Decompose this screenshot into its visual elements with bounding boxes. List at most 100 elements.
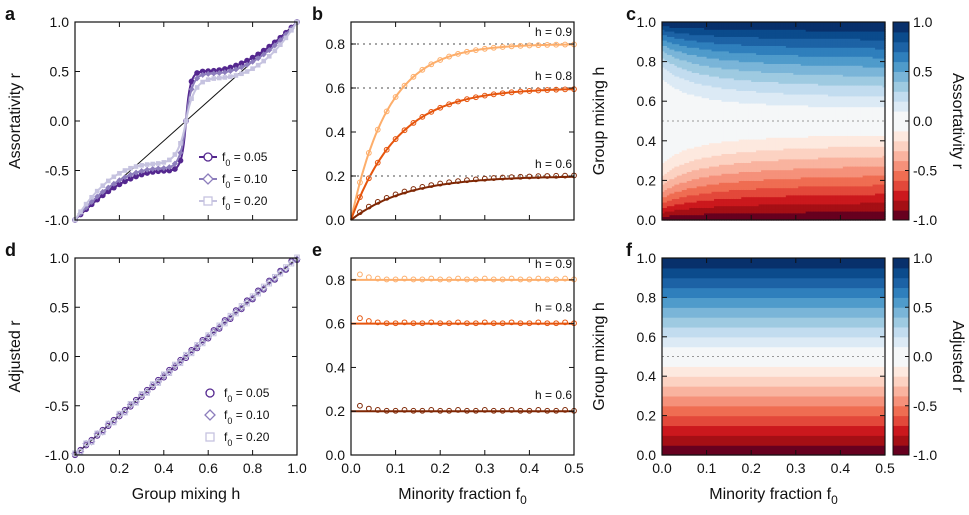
- heatmap-cell: [664, 115, 668, 118]
- heatmap-cell: [761, 169, 765, 172]
- heatmap-cell: [761, 101, 765, 104]
- heatmap-cell: [728, 211, 732, 214]
- heatmap-cell: [674, 180, 678, 183]
- heatmap-cell: [741, 52, 745, 55]
- heatmap-cell: [743, 182, 747, 185]
- heatmap-cell: [728, 171, 732, 174]
- heatmap-cell: [733, 155, 737, 158]
- heatmap-cell: [664, 149, 668, 153]
- heatmap-cell: [746, 148, 750, 151]
- heatmap-cell: [666, 86, 671, 90]
- heatmap-cell: [761, 139, 765, 142]
- heatmap-cell: [696, 194, 700, 198]
- heatmap-cell: [701, 67, 705, 70]
- heatmap-cell: [763, 92, 767, 95]
- heatmap-cell: [714, 148, 718, 151]
- heatmap-cell: [684, 76, 688, 79]
- heatmap-cell: [679, 110, 683, 113]
- heatmap-cell: [684, 149, 688, 153]
- heatmap-cell: [664, 137, 668, 140]
- heatmap-cell: [758, 187, 762, 190]
- heatmap-cell: [662, 70, 666, 73]
- heatmap-cell: [716, 50, 720, 54]
- heatmap-cell: [686, 187, 690, 190]
- heatmap-cell: [662, 175, 666, 178]
- heatmap-cell: [716, 23, 720, 27]
- heatmap-cell: [709, 121, 713, 124]
- heatmap-cell: [743, 218, 747, 221]
- heatmap-cell: [714, 49, 718, 52]
- heatmap-cell: [686, 74, 690, 77]
- heatmap-cell: [706, 43, 710, 46]
- data-point: [266, 54, 272, 59]
- heatmap-cell: [748, 74, 752, 77]
- heatmap-cell: [733, 61, 737, 64]
- heatmap-cell: [664, 185, 668, 189]
- heatmap-cell: [669, 162, 673, 165]
- heatmap-cell: [699, 144, 703, 147]
- data-point: [188, 86, 195, 93]
- heatmap-cell: [761, 124, 765, 127]
- heatmap-cell: [694, 108, 698, 111]
- heatmap-cell: [709, 178, 713, 181]
- heatmap-cell: [721, 23, 725, 27]
- heatmap-cell: [676, 65, 680, 68]
- heatmap-cell: [756, 200, 760, 203]
- heatmap-cell: [699, 92, 703, 95]
- heatmap-cell: [743, 77, 747, 81]
- heatmap-cell: [718, 40, 723, 43]
- heatmap-cell: [694, 49, 698, 52]
- heatmap-cell: [748, 193, 752, 196]
- heatmap-cell: [711, 203, 715, 207]
- heatmap-cell: [731, 41, 735, 45]
- heatmap-cell: [681, 103, 685, 106]
- heatmap-cell: [748, 32, 752, 36]
- heatmap-cell: [758, 79, 762, 82]
- heatmap-cell: [704, 77, 708, 81]
- heatmap-cell: [666, 151, 671, 154]
- heatmap-cell: [758, 49, 762, 52]
- data-point: [250, 66, 255, 71]
- heatmap-cell: [709, 70, 713, 73]
- heatmap-cell: [694, 81, 698, 84]
- heatmap-cell: [691, 43, 695, 46]
- heatmap-cell: [723, 22, 728, 25]
- heatmap-cell: [731, 31, 735, 34]
- heatmap-cell: [674, 176, 678, 180]
- heatmap-cell: [733, 104, 737, 108]
- heatmap-cell: [674, 155, 678, 158]
- heatmap-cell: [691, 151, 695, 154]
- heatmap-cell: [711, 162, 715, 165]
- heatmap-cell: [676, 77, 680, 81]
- heatmap-cell: [741, 23, 745, 27]
- heatmap-cell: [766, 81, 770, 84]
- heatmap-cell: [714, 180, 718, 183]
- heatmap-cell: [733, 216, 737, 219]
- heatmap-cell: [706, 140, 710, 144]
- heatmap-cell: [766, 171, 770, 174]
- heatmap-cell: [676, 88, 680, 91]
- heatmap-cell: [756, 148, 760, 151]
- heatmap-cell: [756, 41, 760, 45]
- heatmap-cell: [681, 22, 685, 25]
- heatmap-cell: [691, 92, 695, 95]
- heatmap-cell: [763, 106, 767, 109]
- heatmap-cell: [684, 68, 688, 72]
- heatmap-cell: [711, 63, 715, 66]
- heatmap-cell: [741, 178, 745, 181]
- heatmap-cell: [758, 191, 762, 194]
- heatmap-cell: [733, 209, 737, 212]
- heatmap-cell: [669, 151, 673, 154]
- heatmap-cell: [711, 41, 715, 45]
- heatmap-cell: [731, 216, 735, 219]
- heatmap-cell: [756, 203, 760, 207]
- heatmap-cell: [691, 32, 695, 36]
- heatmap-cell: [686, 133, 690, 136]
- heatmap-cell: [721, 194, 725, 198]
- heatmap-cell: [733, 140, 737, 144]
- heatmap-cell: [679, 178, 683, 181]
- heatmap-cell: [723, 92, 728, 95]
- heatmap-cell: [686, 88, 690, 91]
- heatmap-cell: [671, 158, 675, 162]
- heatmap-cell: [728, 167, 732, 171]
